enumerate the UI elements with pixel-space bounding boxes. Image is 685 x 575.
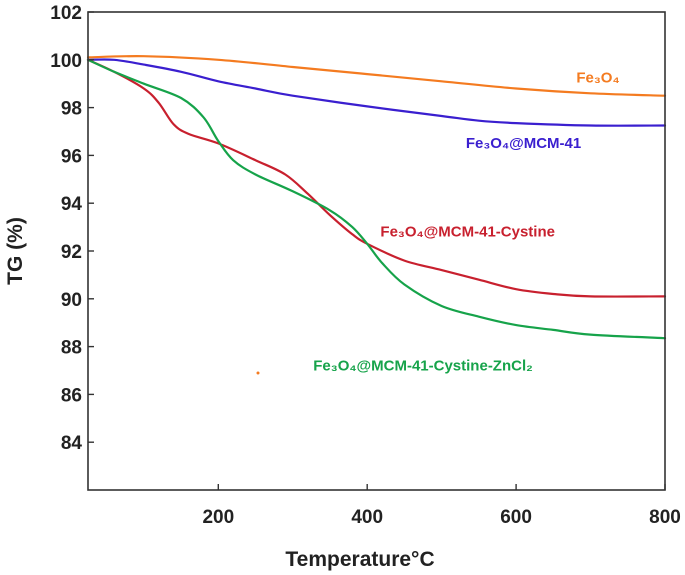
y-tick-label: 94 — [61, 194, 83, 215]
y-tick-label: 90 — [61, 290, 82, 311]
plot-curves — [86, 55, 667, 340]
series-label-2: Fe₃O₄@MCM-41 — [466, 135, 581, 152]
series-label-1: Fe₃O₄ — [576, 70, 619, 87]
y-tick-label: 100 — [50, 51, 82, 72]
series-label-4: Fe₃O₄@MCM-41-Cystine-ZnCl₂ — [313, 358, 533, 375]
series-line-2 — [86, 58, 667, 127]
x-axis-title: Temperature°C — [285, 548, 434, 571]
y-tick-label: 98 — [61, 99, 82, 120]
series-line-4 — [86, 58, 667, 340]
x-tick-label: 400 — [351, 507, 383, 528]
series-label-3: Fe₃O₄@MCM-41-Cystine — [380, 224, 555, 241]
x-axis: 200 400 600 800 — [202, 484, 681, 528]
series-line-1 — [86, 55, 667, 97]
y-axis-title: TG (%) — [4, 217, 27, 285]
y-tick-label: 102 — [50, 3, 82, 24]
x-tick-label: 800 — [649, 507, 681, 528]
y-tick-label: 84 — [61, 433, 83, 454]
series-labels: Fe₃O₄ Fe₃O₄@MCM-41 Fe₃O₄@MCM-41-Cystine Fe₃… — [313, 70, 619, 375]
y-tick-label: 92 — [61, 242, 82, 263]
x-tick-label: 200 — [202, 507, 234, 528]
stray-dot — [256, 371, 260, 375]
y-tick-label: 96 — [61, 146, 82, 167]
y-tick-label: 86 — [61, 385, 82, 406]
y-axis: 84 86 88 90 92 94 96 98 100 102 — [50, 3, 94, 454]
x-tick-label: 600 — [500, 507, 532, 528]
y-tick-label: 88 — [61, 338, 82, 359]
